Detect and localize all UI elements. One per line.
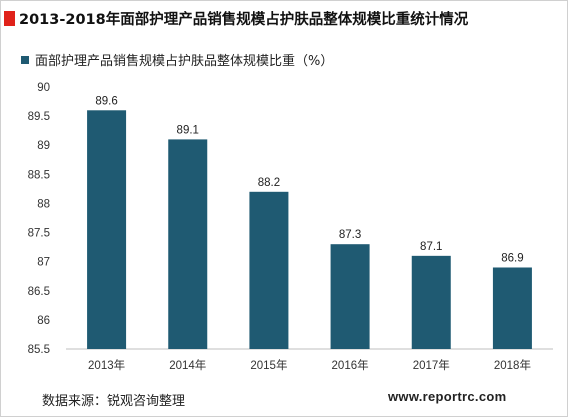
bar [330, 244, 370, 349]
x-tick-label: 2018年 [494, 358, 531, 372]
y-tick-label: 86.5 [28, 286, 50, 298]
x-tick-label: 2017年 [413, 358, 450, 372]
y-tick-label: 88 [37, 198, 50, 210]
bar [87, 110, 127, 350]
chart-title: 2013-2018年面部护理产品销售规模占护肤品整体规模比重统计情况 [19, 12, 469, 28]
data-label: 89.6 [95, 95, 117, 107]
x-tick-label: 2014年 [169, 358, 206, 372]
data-label: 87.1 [420, 241, 442, 253]
data-label: 89.1 [177, 124, 199, 136]
title-accent-mark [4, 11, 15, 26]
y-tick-label: 85.5 [28, 344, 50, 356]
data-source: 数据来源：锐观咨询整理 [42, 394, 186, 409]
x-tick-label: 2013年 [88, 358, 125, 372]
legend: 面部护理产品销售规模占护肤品整体规模比重（%） [21, 50, 333, 69]
x-tick-label: 2015年 [250, 358, 287, 372]
title-bar: 2013-2018年面部护理产品销售规模占护肤品整体规模比重统计情况 [0, 0, 568, 34]
data-label: 87.3 [339, 229, 361, 241]
y-tick-label: 89.5 [28, 111, 50, 123]
y-tick-label: 89 [37, 140, 50, 152]
y-tick-label: 88.5 [28, 169, 50, 181]
x-tick-label: 2016年 [332, 358, 369, 372]
legend-label: 面部护理产品销售规模占护肤品整体规模比重（%） [35, 54, 334, 69]
data-label: 86.9 [501, 252, 523, 264]
legend-swatch [21, 55, 29, 64]
bar [411, 255, 451, 349]
bar [492, 267, 532, 349]
bar [168, 139, 208, 349]
website-url: www.reportrc.com [388, 389, 507, 404]
y-tick-label: 86 [37, 315, 50, 327]
y-tick-label: 87 [37, 257, 50, 269]
bar [249, 191, 289, 349]
y-tick-label: 90 [37, 82, 50, 94]
data-label: 88.2 [258, 177, 280, 189]
y-tick-label: 87.5 [28, 228, 50, 240]
